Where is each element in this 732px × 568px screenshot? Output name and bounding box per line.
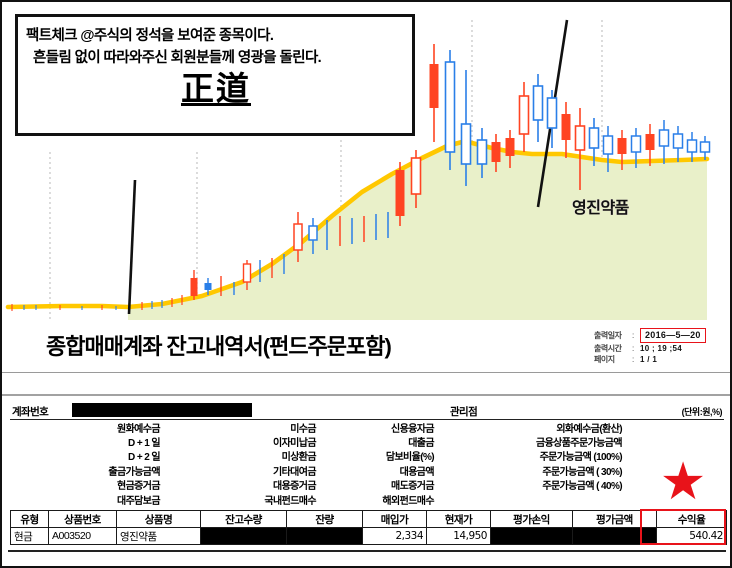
cell-remain-redacted [286, 527, 363, 545]
col-buy-price: 매입가 [362, 510, 427, 528]
candlestick-chart-svg [5, 19, 711, 320]
meta-value-time: 10 ; 19 ;54 [640, 343, 682, 353]
meta-value-page: 1 / 1 [640, 355, 658, 365]
col-qty: 잔고수량 [200, 510, 287, 528]
summary-cell: 주문가능금액 ( 30%) [542, 466, 622, 478]
summary-cell: 미상환금 [281, 452, 317, 464]
summary-cell: D + 1 일 [128, 438, 161, 450]
meta-row-date: 출력일자 : 2016—5—20 [594, 328, 726, 343]
print-metadata: 출력일자 : 2016—5—20 출력시간 : 10 ; 19 ;54 페이지 … [594, 328, 726, 365]
ma-area-fill [128, 142, 707, 320]
col-profit-loss: 평가손익 [490, 510, 573, 528]
col-return-rate: 수익율 [656, 510, 727, 528]
caption-hanja: 正道 [181, 68, 251, 108]
summary-row: 출금가능금액 기타대여금 대용금액 주문가능금액 ( 30%) [10, 463, 724, 478]
cell-name: 영진약품 [116, 527, 201, 545]
chart-ticker-label: 영진약품 [572, 200, 629, 217]
cell-code: A003520 [48, 527, 117, 545]
candlesticks [11, 44, 711, 311]
summary-cell: 주문가능금액 ( 40%) [542, 481, 622, 493]
meta-sep-page: : [632, 355, 635, 365]
cell-buy-price: 2,334 [362, 527, 427, 545]
summary-cell: 금융상품주문가능금액 [535, 438, 623, 450]
meta-row-time: 출력시간 : 10 ; 19 ;54 [594, 343, 726, 354]
caption-line-2: 흔들림 없이 따라와주신 회원분들께 영광을 돌린다. [33, 50, 322, 67]
summary-cell: 대주담보금 [116, 495, 161, 507]
meta-sep-time: : [632, 343, 635, 353]
cell-profit-loss-redacted [490, 527, 573, 545]
doc-rule-top [2, 372, 730, 373]
moving-average-line [5, 139, 710, 310]
star-icon: ★ [659, 453, 707, 511]
doc-rule-bottom [8, 550, 726, 552]
summary-row: 대주담보금 국내펀드매수 해외펀드매수 [10, 492, 724, 507]
cell-qty-redacted [200, 527, 287, 545]
caption-overlay: 팩트체크 @주식의 정석을 보여준 종목이다. 흔들림 없이 따라와주신 회원분… [15, 14, 415, 136]
holdings-header-row: 유형 상품번호 상품명 잔고수량 잔량 매입가 현재가 평가손익 평가금액 수익… [10, 510, 727, 528]
summary-cell: 신용융자금 [390, 423, 435, 435]
summary-cell: 미수금 [290, 423, 316, 435]
meta-key-date: 출력일자 [594, 330, 622, 340]
holdings-table: 유형 상품번호 상품명 잔고수량 잔량 매입가 현재가 평가손익 평가금액 수익… [10, 510, 727, 545]
summary-cell: 담보비율(%) [385, 452, 435, 464]
col-type: 유형 [10, 510, 49, 528]
balance-statement-document: 종합매매계좌 잔고내역서(펀드주문포함) 출력일자 : 2016—5—20 출력… [2, 328, 730, 566]
summary-cell: 매도증거금 [390, 481, 435, 493]
summary-cell: 출금가능금액 [108, 466, 160, 478]
summary-row: 원화예수금 미수금 신용융자금 외화예수금(환산) [10, 420, 724, 435]
account-summary-header: 계좌번호 관리점 (단위:원,%) [10, 403, 724, 420]
caption-line-1: 팩트체크 @주식의 정석을 보여준 종목이다. [26, 28, 274, 44]
cell-current-price: 14,950 [426, 527, 491, 545]
cell-eval-amount-redacted [572, 527, 657, 545]
col-current-price: 현재가 [426, 510, 491, 528]
summary-row: D + 1 일 이자미납금 대출금 금융상품주문가능금액 [10, 434, 724, 450]
account-number-label: 계좌번호 [12, 406, 49, 418]
meta-sep-date: : [632, 330, 635, 340]
meta-key-page: 페이지 [594, 355, 615, 365]
col-remain: 잔량 [286, 510, 363, 528]
document-title: 종합매매계좌 잔고내역서(펀드주문포함) [46, 334, 392, 359]
table-row: 현금 A003520 영진약품 2,334 14,950 540.42 [10, 527, 727, 545]
summary-cell: 현금증거금 [116, 481, 161, 493]
summary-cell: 주문가능금액 (100%) [539, 452, 623, 464]
meta-row-page: 페이지 : 1 / 1 [594, 354, 726, 365]
summary-cell: 원화예수금 [116, 423, 161, 435]
col-eval-amount: 평가금액 [572, 510, 657, 528]
col-name: 상품명 [116, 510, 201, 528]
col-code: 상품번호 [48, 510, 117, 528]
summary-cell: 기타대여금 [272, 466, 317, 478]
summary-row: 현금증거금 대용증거금 매도증거금 주문가능금액 ( 40%) [10, 478, 724, 492]
meta-key-time: 출력시간 [594, 343, 622, 353]
meta-value-date: 2016—5—20 [640, 328, 706, 343]
summary-cell: 외화예수금(환산) [556, 423, 622, 435]
account-summary: 계좌번호 관리점 (단위:원,%) 원화예수금 미수금 신용융자금 외화예수금(… [10, 403, 724, 507]
summary-cell: 이자미납금 [272, 438, 317, 450]
summary-cell: 해외펀드매수 [382, 495, 434, 507]
summary-cell: D + 2 일 [128, 452, 161, 464]
cell-type: 현금 [10, 527, 49, 545]
cell-return-rate: 540.42 [656, 527, 727, 545]
summary-cell: 대용금액 [399, 466, 435, 478]
unit-label: (단위:원,%) [681, 407, 723, 417]
summary-cell: 대용증거금 [272, 481, 317, 493]
account-number-redacted [72, 403, 252, 417]
summary-row: D + 2 일 미상환금 담보비율(%) 주문가능금액 (100%) [10, 449, 724, 463]
summary-cell: 국내펀드매수 [264, 495, 316, 507]
doc-rule-band [2, 394, 730, 396]
summary-cell: 대출금 [408, 438, 434, 450]
branch-label: 관리점 [450, 406, 478, 418]
